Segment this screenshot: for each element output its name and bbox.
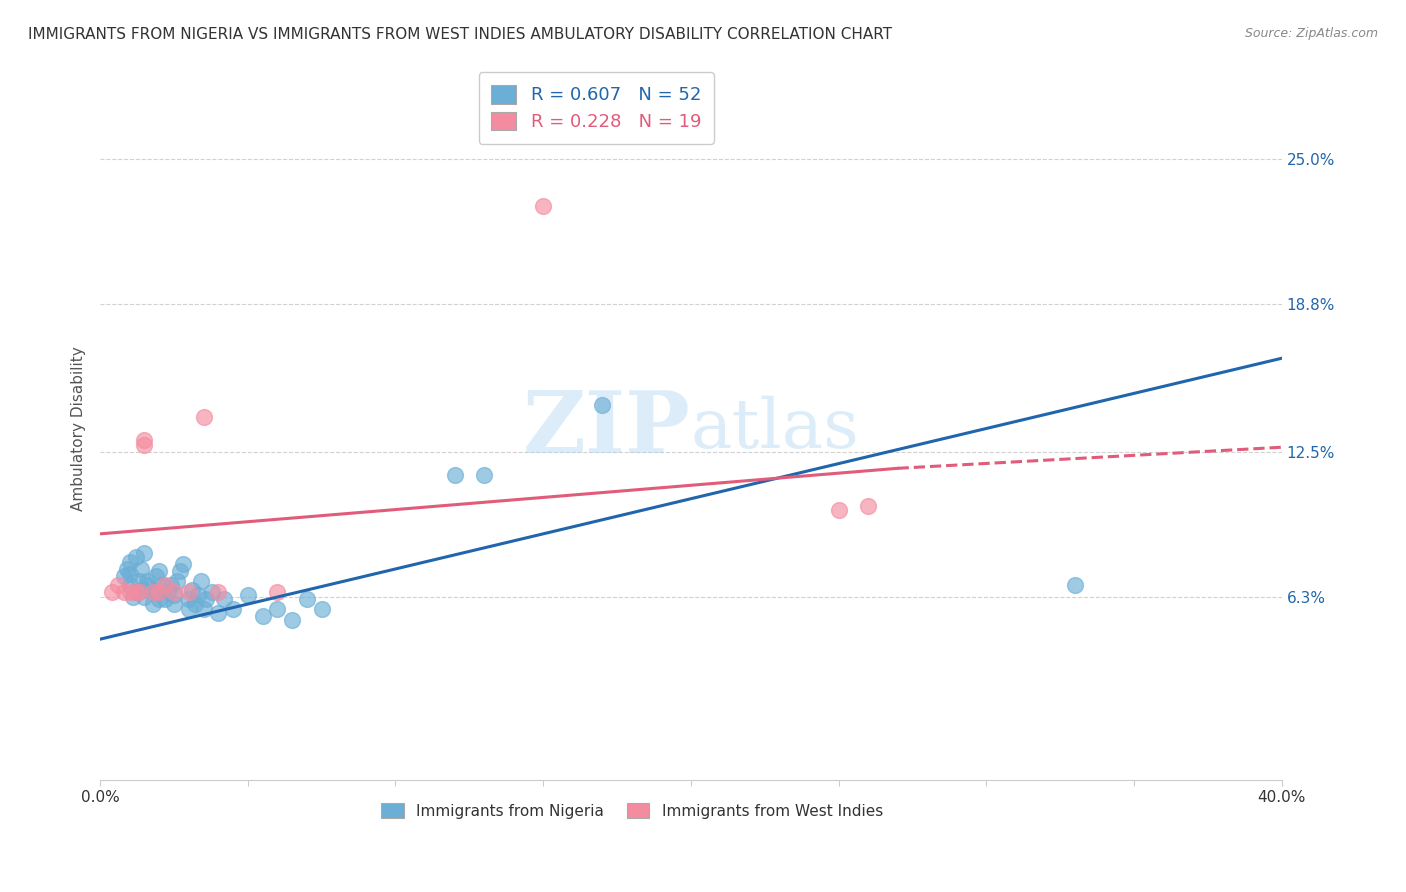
Point (160, 578, 183, 592)
Point (212, 592, 235, 607)
Point (531, 199, 554, 213)
Point (124, 550, 146, 565)
Point (295, 592, 318, 607)
Point (118, 555, 141, 569)
Point (193, 409, 215, 424)
Point (190, 574, 212, 588)
Point (136, 578, 159, 592)
Point (131, 562, 153, 576)
Point (148, 585, 170, 599)
Point (1063, 578, 1085, 592)
Point (169, 564, 191, 578)
Point (180, 582, 202, 597)
Point (134, 545, 156, 559)
Point (134, 434, 156, 448)
Point (201, 585, 224, 599)
Point (163, 588, 186, 602)
Point (118, 585, 141, 599)
Legend: Immigrants from Nigeria, Immigrants from West Indies: Immigrants from Nigeria, Immigrants from… (374, 797, 889, 824)
Point (136, 574, 159, 588)
Point (827, 503, 849, 517)
Point (121, 590, 143, 604)
Point (101, 585, 124, 599)
Point (134, 590, 156, 604)
Point (128, 585, 150, 599)
Point (142, 597, 165, 611)
Point (222, 601, 245, 615)
Point (163, 597, 186, 611)
Text: Source: ZipAtlas.com: Source: ZipAtlas.com (1244, 27, 1378, 40)
Point (166, 574, 188, 588)
Point (107, 578, 129, 592)
Point (266, 585, 288, 599)
Point (266, 601, 288, 615)
Point (112, 569, 135, 583)
Point (153, 592, 176, 607)
Point (443, 468, 465, 483)
Point (193, 601, 215, 615)
Point (183, 597, 205, 611)
Point (148, 564, 170, 578)
Point (134, 438, 156, 452)
Point (153, 578, 176, 592)
Point (118, 566, 141, 581)
Point (142, 585, 165, 599)
Point (195, 592, 218, 607)
Point (281, 614, 304, 628)
Point (177, 601, 200, 615)
Point (157, 585, 180, 599)
Point (163, 585, 186, 599)
Point (172, 558, 194, 572)
Point (207, 585, 229, 599)
Point (142, 585, 165, 599)
Point (112, 585, 135, 599)
Point (134, 582, 156, 597)
Text: IMMIGRANTS FROM NIGERIA VS IMMIGRANTS FROM WEST INDIES AMBULATORY DISABILITY COR: IMMIGRANTS FROM NIGERIA VS IMMIGRANTS FR… (28, 27, 893, 42)
Point (128, 574, 150, 588)
Point (177, 592, 200, 607)
Point (115, 562, 138, 576)
Point (252, 608, 274, 623)
Point (118, 578, 141, 592)
Point (177, 585, 200, 599)
Point (472, 468, 495, 483)
Point (591, 398, 613, 412)
Point (148, 585, 170, 599)
Point (207, 607, 229, 621)
Y-axis label: Ambulatory Disability: Ambulatory Disability (72, 346, 86, 511)
Point (148, 592, 170, 607)
Point (856, 499, 879, 513)
Text: atlas: atlas (690, 395, 859, 462)
Point (236, 588, 259, 602)
Point (311, 601, 333, 615)
Point (124, 585, 146, 599)
Point (150, 578, 173, 592)
Text: ZIP: ZIP (523, 386, 690, 470)
Point (187, 588, 209, 602)
Point (124, 585, 146, 599)
Point (145, 569, 167, 583)
